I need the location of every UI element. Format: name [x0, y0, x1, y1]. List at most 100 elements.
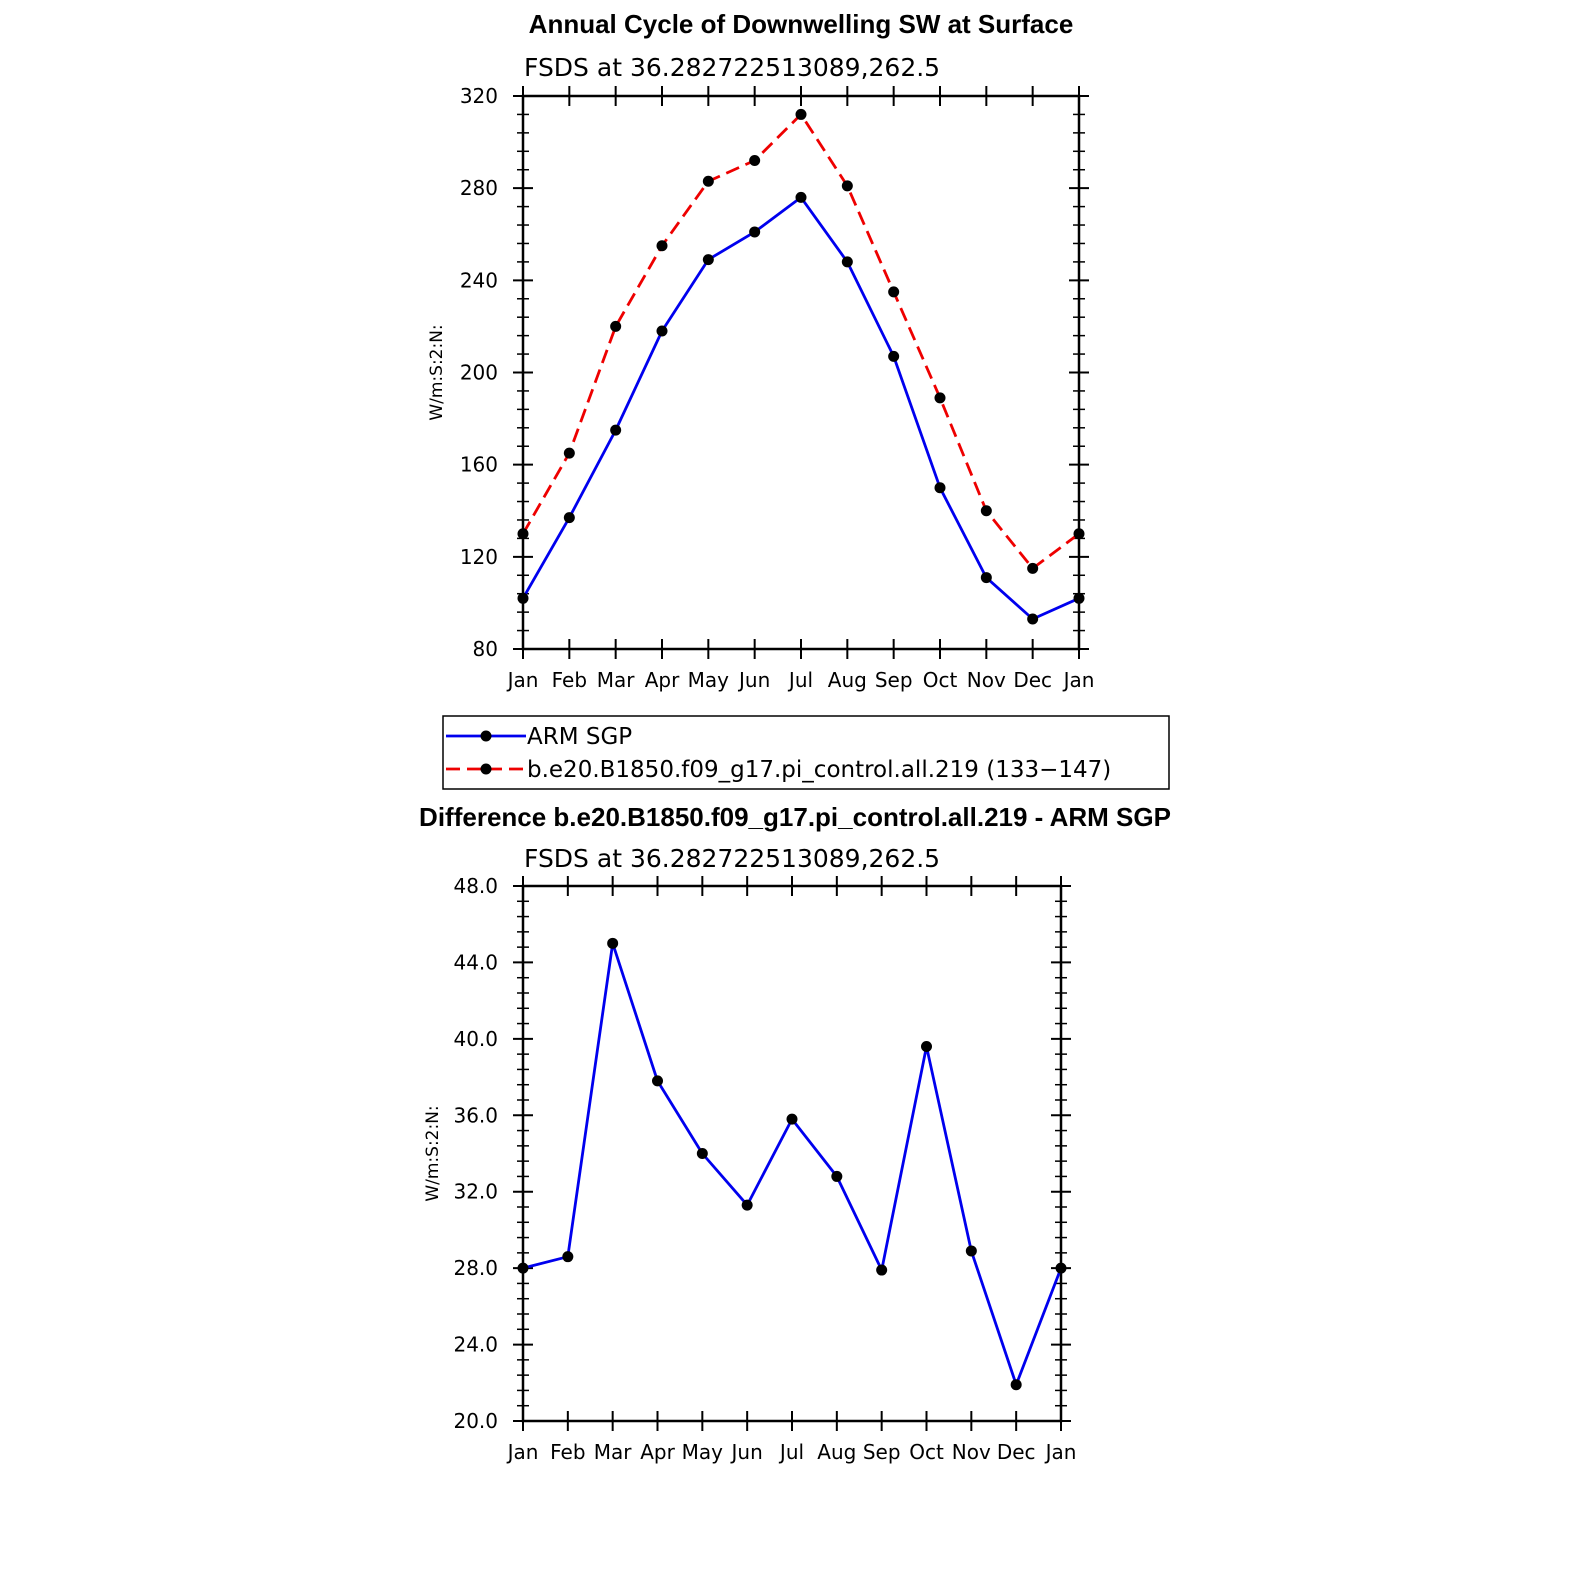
data-point [652, 1075, 663, 1087]
x-tick-label: Jul [787, 668, 813, 692]
data-point [795, 108, 807, 120]
data-point [841, 180, 853, 192]
legend-label: ARM SGP [527, 724, 632, 750]
data-point [1073, 528, 1085, 540]
legend-box [442, 715, 1170, 790]
data-point [517, 528, 529, 540]
data-point [1027, 613, 1039, 625]
x-tick-label: Dec [997, 1440, 1036, 1464]
y-tick-label: 280 [460, 176, 498, 200]
data-point [965, 1245, 977, 1257]
y-tick-label: 160 [460, 453, 498, 477]
chart-title: Difference b.e20.B1850.f09_g17.pi_contro… [419, 802, 1171, 832]
x-tick-label: Aug [828, 668, 867, 692]
y-tick-label: 320 [460, 84, 498, 108]
x-tick-label: Aug [817, 1440, 856, 1464]
y-axis-label: W/m:S:2:N: [427, 324, 447, 420]
data-point [696, 1148, 708, 1159]
y-tick-label: 36.0 [453, 1103, 498, 1127]
data-point [656, 325, 668, 337]
x-tick-label: Sep [875, 668, 913, 692]
data-point [888, 350, 900, 362]
x-tick-label: Mar [597, 668, 636, 692]
chart-subtitle: FSDS at 36.282722513089,262.5 [524, 844, 940, 873]
x-tick-label: May [682, 1440, 724, 1464]
x-tick-label: Jun [730, 1440, 763, 1464]
data-point [795, 191, 807, 203]
data-point [934, 392, 946, 404]
data-point [980, 572, 992, 584]
data-point [841, 256, 853, 268]
series-line-0 [522, 941, 1063, 1387]
chart-subtitle: FSDS at 36.282722513089,262.5 [524, 53, 940, 82]
data-point [1073, 592, 1085, 604]
legend: ARM SGP b.e20.B1850.f09_g17.pi_control.al… [442, 715, 1170, 790]
series-line-0 [521, 195, 1080, 621]
y-tick-label: 28.0 [453, 1256, 498, 1280]
data-point [921, 1041, 932, 1052]
annual-cycle-chart: Annual Cycle of Downwelling SW at Surfac… [427, 9, 1094, 692]
data-point [749, 155, 761, 167]
legend-marker [480, 730, 492, 742]
y-tick-label: 24.0 [453, 1333, 498, 1357]
data-point [1027, 562, 1039, 574]
legend-label: b.e20.B1850.f09_g17.pi_control.all.219 (… [527, 757, 1111, 783]
data-point [888, 286, 900, 298]
data-point [1010, 1379, 1022, 1391]
y-tick-label: 48.0 [453, 874, 498, 898]
data-point [610, 320, 622, 332]
x-tick-label: Feb [550, 1440, 585, 1464]
data-point [876, 1264, 888, 1276]
data-point [980, 505, 992, 517]
data-point [656, 240, 668, 252]
y-tick-label: 44.0 [453, 950, 498, 974]
y-tick-label: 240 [460, 268, 498, 292]
y-tick-label: 20.0 [453, 1409, 498, 1433]
data-point [563, 512, 575, 524]
plot-frame [521, 94, 1081, 651]
data-point [610, 424, 622, 436]
x-tick-label: Feb [552, 668, 587, 692]
data-point [563, 447, 575, 459]
y-tick-label: 40.0 [453, 1027, 498, 1051]
data-point [517, 1262, 529, 1274]
data-point [607, 937, 619, 949]
x-tick-label: Jan [506, 668, 539, 692]
x-tick-label: Nov [967, 668, 1006, 692]
x-tick-label: Jan [1062, 668, 1095, 692]
y-tick-label: 200 [460, 361, 498, 385]
x-tick-label: May [688, 668, 730, 692]
data-point [741, 1199, 753, 1211]
x-tick-label: Jun [737, 668, 770, 692]
x-tick-label: Dec [1013, 668, 1052, 692]
x-tick-label: Nov [952, 1440, 991, 1464]
x-tick-label: Sep [863, 1440, 901, 1464]
data-point [702, 175, 714, 187]
y-tick-label: 80 [473, 637, 498, 661]
data-point [562, 1251, 574, 1263]
x-tick-label: Oct [909, 1440, 944, 1464]
data-point [517, 592, 529, 604]
x-tick-label: Jan [506, 1440, 539, 1464]
plot-frame [521, 884, 1063, 1423]
x-tick-label: Apr [645, 668, 680, 692]
x-tick-label: Apr [640, 1440, 675, 1464]
y-tick-label: 120 [460, 545, 498, 569]
x-tick-label: Jan [1044, 1440, 1077, 1464]
data-point [786, 1113, 798, 1125]
data-point [702, 254, 714, 266]
data-point [934, 482, 946, 494]
legend-marker [480, 763, 492, 775]
y-tick-label: 32.0 [453, 1180, 498, 1204]
series-line-1 [521, 113, 1080, 570]
x-tick-label: Jul [778, 1440, 804, 1464]
data-point [831, 1170, 843, 1182]
data-point [749, 226, 761, 238]
chart-title: Annual Cycle of Downwelling SW at Surfac… [529, 9, 1074, 39]
x-tick-label: Mar [594, 1440, 633, 1464]
data-point [1055, 1262, 1067, 1274]
x-tick-label: Oct [923, 668, 958, 692]
difference-chart: Difference b.e20.B1850.f09_g17.pi_contro… [419, 802, 1171, 1464]
y-axis-label: W/m:S:2:N: [423, 1105, 443, 1201]
